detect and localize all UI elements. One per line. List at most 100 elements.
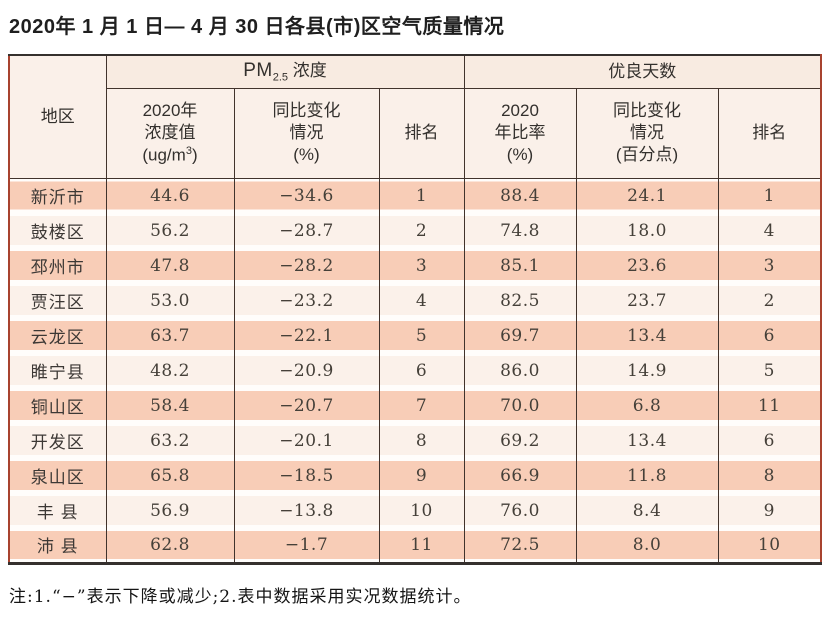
pm-rank-cell: 8: [378, 423, 465, 458]
ratio-cell: 86.0: [463, 353, 577, 388]
header-pm-value-unit: (ug/m: [142, 145, 186, 165]
region-cell: 丰 县: [8, 493, 106, 528]
ratio-cell: 82.5: [463, 283, 577, 318]
table-row: 新沂市 44.6 −34.6 1 88.4 24.1 1: [8, 178, 822, 213]
pm-value-cell: 65.8: [105, 458, 234, 493]
region-cell: 云龙区: [8, 318, 106, 353]
ratio-cell: 69.2: [463, 423, 577, 458]
pm-rank-cell: 3: [378, 248, 465, 283]
table-row: 云龙区 63.7 −22.1 5 69.7 13.4 6: [8, 318, 822, 353]
ratio-cell: 70.0: [463, 388, 577, 423]
header-good-change-line1: 同比变化: [613, 100, 682, 120]
good-change-cell: 24.1: [575, 178, 719, 213]
pm-change-cell: −34.6: [233, 178, 379, 213]
pm-change-cell: −20.1: [233, 423, 379, 458]
pm-rank-cell: 7: [378, 388, 465, 423]
pm-change-cell: −28.7: [233, 213, 379, 248]
table-row: 鼓楼区 56.2 −28.7 2 74.8 18.0 4: [8, 213, 822, 248]
good-rank-cell: 3: [717, 248, 822, 283]
ratio-cell: 85.1: [463, 248, 577, 283]
pm-value-cell: 63.2: [105, 423, 234, 458]
table-row: 开发区 63.2 −20.1 8 69.2 13.4 6: [8, 423, 822, 458]
table-row: 沛 县 62.8 −1.7 11 72.5 8.0 10: [8, 528, 822, 563]
table-row: 贾汪区 53.0 −23.2 4 82.5 23.7 2: [8, 283, 822, 318]
ratio-cell: 74.8: [463, 213, 577, 248]
good-rank-cell: 9: [717, 493, 822, 528]
region-cell: 鼓楼区: [8, 213, 106, 248]
pm-rank-cell: 6: [378, 353, 465, 388]
ratio-cell: 88.4: [463, 178, 577, 213]
pm-rank-cell: 2: [378, 213, 465, 248]
good-change-cell: 6.8: [575, 388, 719, 423]
good-change-cell: 23.6: [575, 248, 719, 283]
pm-value-cell: 47.8: [105, 248, 234, 283]
pm-rank-cell: 1: [378, 178, 465, 213]
good-change-cell: 13.4: [575, 423, 719, 458]
good-change-cell: 8.0: [575, 528, 719, 563]
header-pm-change-line3: (%): [293, 145, 320, 165]
pm-value-cell: 48.2: [105, 353, 234, 388]
good-rank-cell: 11: [717, 388, 822, 423]
header-group-row: 地区 PM2.5 浓度 优良天数: [8, 55, 822, 179]
pm-change-cell: −22.1: [233, 318, 379, 353]
table-row: 泉山区 65.8 −18.5 9 66.9 11.8 8: [8, 458, 822, 493]
header-group-good-days: 优良天数: [463, 55, 822, 89]
table-row: 邳州市 47.8 −28.2 3 85.1 23.6 3: [8, 248, 822, 283]
table-row: 丰 县 56.9 −13.8 10 76.0 8.4 9: [8, 493, 822, 528]
pm-rank-cell: 9: [378, 458, 465, 493]
pm-rank-cell: 10: [378, 493, 465, 528]
ratio-cell: 76.0: [463, 493, 577, 528]
good-change-cell: 11.8: [575, 458, 719, 493]
pm-rank-cell: 11: [378, 528, 465, 563]
good-rank-cell: 2: [717, 283, 822, 318]
ratio-cell: 72.5: [463, 528, 577, 563]
pm-value-cell: 53.0: [105, 283, 234, 318]
header-pm-value-unit-close: ): [191, 145, 198, 165]
good-change-cell: 18.0: [575, 213, 719, 248]
ratio-cell: 66.9: [463, 458, 577, 493]
footnote: 注:1.“−”表示下降或减少;2.表中数据采用实况数据统计。: [9, 586, 472, 607]
pm-value-cell: 56.9: [105, 493, 234, 528]
pm-value-cell: 63.7: [105, 318, 234, 353]
pm-change-cell: −1.7: [233, 528, 379, 563]
pm25-label-suffix: 浓度: [288, 60, 327, 80]
table-row: 睢宁县 48.2 −20.9 6 86.0 14.9 5: [8, 353, 822, 388]
pm-value-cell: 62.8: [105, 528, 234, 563]
good-rank-cell: 10: [717, 528, 822, 563]
header-region: 地区: [8, 55, 106, 179]
table-body: 新沂市 44.6 −34.6 1 88.4 24.1 1 鼓楼区 56.2 −2…: [8, 178, 822, 563]
good-change-cell: 14.9: [575, 353, 719, 388]
good-rank-cell: 5: [717, 353, 822, 388]
table-row: 铜山区 58.4 −20.7 7 70.0 6.8 11: [8, 388, 822, 423]
header-group-pm25: PM2.5 浓度: [105, 55, 465, 89]
header-ratio: 2020 年比率 (%): [463, 88, 577, 179]
header-ratio-line2: 年比率: [494, 122, 546, 142]
pm-change-cell: −20.7: [233, 388, 379, 423]
page: 2020年 1 月 1 日— 4 月 30 日各县(市)区空气质量情况 地区 P…: [8, 16, 823, 607]
pm-change-cell: −28.2: [233, 248, 379, 283]
pm-value-cell: 44.6: [105, 178, 234, 213]
good-rank-cell: 4: [717, 213, 822, 248]
pm-value-cell: 56.2: [105, 213, 234, 248]
header-pm-rank: 排名: [378, 88, 465, 179]
good-change-cell: 13.4: [575, 318, 719, 353]
header-pm-value: 2020年 浓度值 (ug/m3): [105, 88, 234, 179]
pm-change-cell: −13.8: [233, 493, 379, 528]
pm25-label-subscript: 2.5: [272, 71, 289, 84]
region-cell: 泉山区: [8, 458, 106, 493]
good-rank-cell: 6: [717, 318, 822, 353]
header-pm-change-line1: 同比变化: [272, 100, 341, 120]
page-title: 2020年 1 月 1 日— 4 月 30 日各县(市)区空气质量情况: [9, 16, 505, 38]
air-quality-table: 地区 PM2.5 浓度 优良天数 2020年 浓度值 (ug/m3) 同比变化 …: [8, 54, 823, 565]
region-cell: 沛 县: [8, 528, 106, 563]
good-rank-cell: 6: [717, 423, 822, 458]
header-good-change-line2: 情况: [630, 122, 665, 142]
pm-change-cell: −18.5: [233, 458, 379, 493]
good-change-cell: 23.7: [575, 283, 719, 318]
region-cell: 邳州市: [8, 248, 106, 283]
ratio-cell: 69.7: [463, 318, 577, 353]
header-pm-change: 同比变化 情况 (%): [233, 88, 379, 179]
header-pm-value-line1: 2020年: [142, 100, 198, 120]
region-cell: 铜山区: [8, 388, 106, 423]
good-rank-cell: 1: [717, 178, 822, 213]
